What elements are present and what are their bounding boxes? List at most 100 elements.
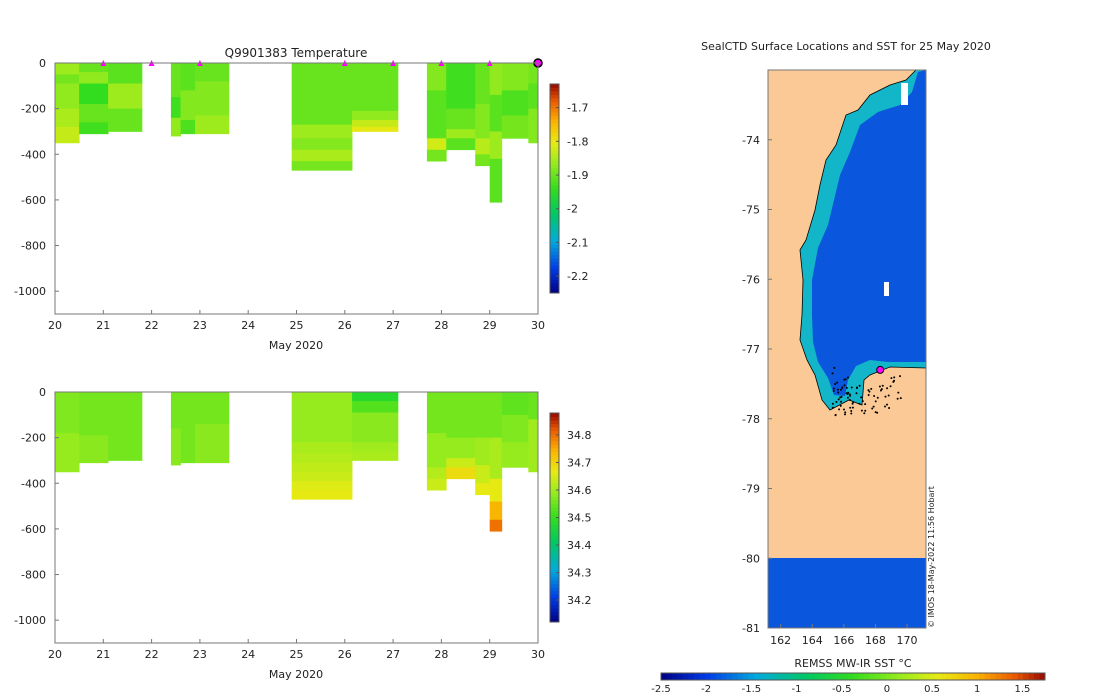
colorbar-tick-label: -2.2 (567, 270, 588, 283)
colorbar-swatch (550, 118, 559, 123)
data-cell (79, 435, 109, 464)
salinity-panel: 20 21 22 23 24 25 26 27 28 29 30 0 -200 -400 -600 -800… (14, 386, 591, 681)
y-tick-label: -1000 (14, 614, 46, 627)
data-cell (489, 131, 503, 160)
data-cell (426, 467, 447, 480)
colorbar-swatch (550, 531, 559, 536)
colorbar-swatch (550, 440, 559, 445)
colorbar-swatch (550, 164, 559, 169)
location-dot (864, 403, 867, 406)
data-cell (426, 392, 447, 434)
sst-colorbar-swatch (913, 673, 920, 680)
colorbar-swatch (550, 115, 559, 120)
location-dot (846, 392, 849, 395)
data-cell (195, 115, 230, 135)
colorbar-tick-label: 34.7 (567, 457, 592, 470)
temperature-title: Q9901383 Temperature (225, 46, 368, 60)
colorbar-swatch (550, 507, 559, 512)
data-cell (489, 519, 503, 532)
colorbar-swatch (550, 219, 559, 224)
location-dot (835, 400, 838, 403)
sst-colorbar-tick-label: -2 (701, 684, 711, 695)
location-dot (887, 394, 890, 397)
x-tick-label: 23 (193, 648, 207, 661)
sst-colorbar-swatch (748, 673, 755, 680)
sst-colorbar-swatch (885, 673, 892, 680)
location-dot (848, 393, 851, 396)
map-title: SealCTD Surface Locations and SST for 25… (701, 40, 991, 53)
data-cell (55, 63, 80, 75)
colorbar-swatch (550, 261, 559, 266)
map-y-tick-label: -75 (742, 204, 760, 217)
location-dot (885, 403, 888, 406)
sst-colorbar-swatch (765, 673, 772, 680)
x-tick-label: 26 (338, 319, 352, 332)
data-cell (291, 161, 353, 171)
colorbar-swatch (550, 500, 559, 505)
sst-colorbar-frame (660, 672, 1046, 681)
location-dot (839, 404, 842, 407)
sst-colorbar-swatch (693, 673, 700, 680)
x-tick-label: 25 (290, 648, 304, 661)
colorbar-tick-label: -1.7 (567, 102, 588, 115)
location-dot (874, 400, 877, 403)
sst-colorbar-swatch (759, 673, 766, 680)
sst-colorbar-swatch (979, 673, 986, 680)
colorbar-swatch (550, 209, 559, 214)
sst-colorbar-swatch (792, 673, 799, 680)
data-cell (291, 480, 353, 491)
colorbar-tick-label: 34.5 (567, 512, 592, 525)
sst-colorbar-swatch (770, 673, 777, 680)
data-cell (291, 124, 353, 139)
data-cell (501, 442, 529, 468)
colorbar-swatch (550, 233, 559, 238)
data-cell (291, 63, 353, 126)
sst-colorbar-swatch (781, 673, 788, 680)
colorbar-tick-label: -1.9 (567, 169, 588, 182)
sst-colorbar-swatch (732, 673, 739, 680)
location-dot (893, 376, 896, 379)
data-cell (426, 63, 447, 91)
colorbar-swatch (550, 240, 559, 245)
location-dot (871, 407, 874, 410)
sst-colorbar-swatch (990, 673, 997, 680)
data-cell (501, 414, 529, 443)
colorbar-swatch (550, 520, 559, 525)
location-dot (831, 406, 834, 409)
latest-location-marker (876, 365, 885, 374)
southern-ocean-strip (768, 558, 926, 628)
sst-colorbar-swatch (661, 673, 667, 680)
colorbar-swatch (550, 590, 559, 595)
colorbar-swatch (550, 468, 559, 473)
data-cell (352, 120, 399, 128)
location-dot (892, 380, 895, 383)
location-dot (868, 390, 871, 393)
location-dot (850, 409, 853, 412)
colorbar-swatch (550, 479, 559, 484)
temperature-x-label: May 2020 (269, 339, 323, 352)
location-dot (858, 402, 861, 405)
data-cell (446, 458, 476, 468)
location-dot (897, 391, 900, 394)
y-tick-label: -800 (21, 569, 46, 582)
location-dot (843, 408, 846, 411)
data-cell (195, 392, 230, 425)
sst-colorbar-swatch (874, 673, 881, 680)
colorbar-tick-label: -2 (567, 203, 578, 216)
sst-colorbar-swatch (1012, 673, 1019, 680)
location-dot (838, 408, 841, 411)
colorbar-tick-label: 34.4 (567, 539, 592, 552)
colorbar-swatch (550, 244, 559, 249)
data-cell (170, 392, 181, 429)
data-cell (446, 392, 476, 439)
colorbar-swatch (550, 559, 559, 564)
sst-colorbar-swatch (836, 673, 843, 680)
sst-colorbar-swatch (671, 673, 678, 680)
sst-colorbar-swatch (737, 673, 744, 680)
sst-colorbar-swatch (924, 673, 931, 680)
colorbar-swatch (550, 188, 559, 193)
location-dot (880, 388, 883, 391)
sst-colorbar-swatch (863, 673, 870, 680)
location-dot (860, 409, 863, 412)
data-cell (446, 138, 476, 151)
